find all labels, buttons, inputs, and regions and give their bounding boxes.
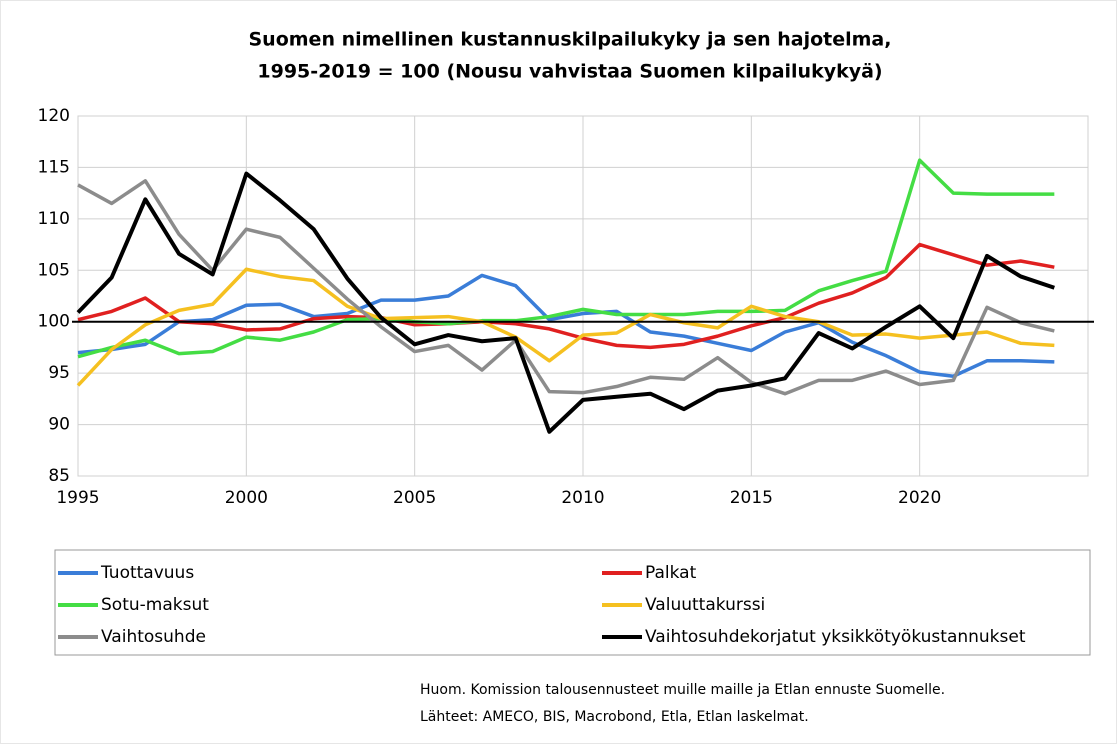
x-tick-label: 2000 xyxy=(225,488,268,508)
legend-label: Vaihtosuhdekorjatut yksikkötyökustannuks… xyxy=(645,627,1026,647)
note: Lähteet: AMECO, BIS, Macrobond, Etla, Et… xyxy=(420,709,809,725)
y-tick-label: 90 xyxy=(48,415,70,435)
series-line xyxy=(77,242,1055,350)
legend-label: Tuottavuus xyxy=(100,563,194,583)
y-tick-label: 115 xyxy=(38,157,70,177)
legend-label: Sotu-maksut xyxy=(101,595,209,615)
x-tick-label: 2010 xyxy=(561,488,604,508)
legend-label: Vaihtosuhde xyxy=(101,627,206,647)
series-line xyxy=(77,158,1055,359)
y-tick-label: 110 xyxy=(38,209,70,229)
y-tick-label: 85 xyxy=(48,466,70,486)
note: Huom. Komission talousennusteet muille m… xyxy=(420,682,945,698)
x-tick-label: 2005 xyxy=(393,488,436,508)
series-line xyxy=(76,267,1055,387)
legend-label: Palkat xyxy=(645,563,697,583)
x-tick-label: 1995 xyxy=(56,488,99,508)
y-tick-label: 120 xyxy=(38,106,70,126)
plot-border xyxy=(77,115,1089,477)
y-tick-label: 100 xyxy=(38,312,70,332)
series-line xyxy=(76,171,1055,434)
x-tick-label: 2020 xyxy=(898,488,941,508)
legend-label: Valuuttakurssi xyxy=(645,595,765,615)
series-line xyxy=(77,273,1055,378)
x-tick-label: 2015 xyxy=(730,488,773,508)
y-tick-label: 95 xyxy=(48,363,70,383)
y-tick-label: 105 xyxy=(38,260,70,280)
series-line xyxy=(77,179,1055,396)
chart-title: Suomen nimellinen kustannuskilpailukyky … xyxy=(249,29,892,51)
chart-subtitle: 1995-2019 = 100 (Nousu vahvistaa Suomen … xyxy=(257,61,882,83)
legend-box xyxy=(54,549,1091,656)
